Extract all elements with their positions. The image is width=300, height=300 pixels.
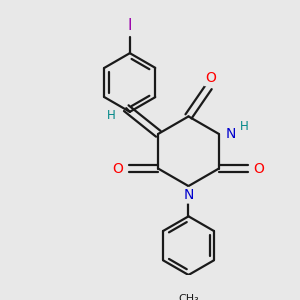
Text: I: I (128, 18, 132, 33)
Text: O: O (112, 162, 123, 176)
Text: N: N (225, 127, 236, 141)
Text: H: H (107, 109, 116, 122)
Text: H: H (240, 120, 249, 133)
Text: O: O (254, 162, 264, 176)
Text: N: N (183, 188, 194, 202)
Text: O: O (205, 71, 216, 85)
Text: CH₃: CH₃ (178, 294, 199, 300)
